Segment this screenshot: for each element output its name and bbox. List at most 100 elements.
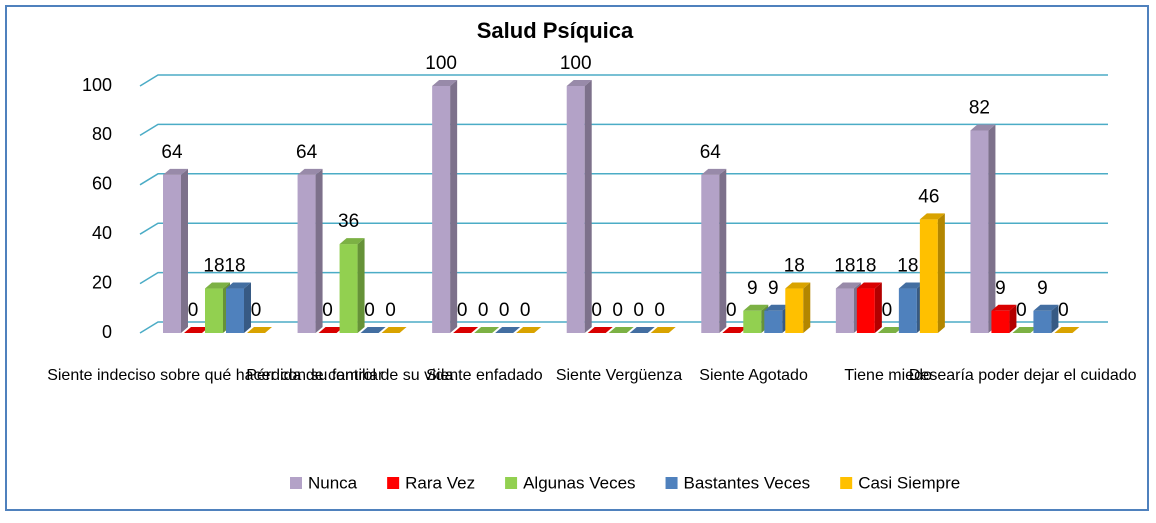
bar xyxy=(432,80,458,333)
bar-top xyxy=(495,327,521,333)
bar-front xyxy=(835,288,854,333)
bar xyxy=(247,327,272,333)
bar-side xyxy=(937,213,945,333)
bar-front xyxy=(339,244,358,333)
x-tick-label: Pérdida de control de su vida xyxy=(246,367,453,384)
bar-front xyxy=(785,288,804,333)
bar xyxy=(722,327,748,333)
data-label: 0 xyxy=(612,300,623,321)
data-label: 0 xyxy=(364,300,375,321)
bar-front xyxy=(226,288,244,333)
bar-side xyxy=(719,168,727,333)
bar xyxy=(785,282,811,333)
plot: 0 20 40 60 80 100 Siente indeciso sobre qué ha… xyxy=(47,53,1136,384)
bar-front xyxy=(919,219,938,333)
bar-top xyxy=(764,304,790,311)
data-label: 0 xyxy=(633,300,644,321)
bar-front xyxy=(1033,310,1052,333)
data-label: 0 xyxy=(251,300,262,321)
bar xyxy=(474,327,500,333)
bar xyxy=(360,327,386,333)
data-label: 18 xyxy=(834,256,855,277)
bar-top xyxy=(247,327,272,333)
bar xyxy=(919,213,945,333)
data-label: 18 xyxy=(784,256,805,277)
legend-swatch xyxy=(387,477,400,489)
data-label: 0 xyxy=(499,300,510,321)
grid-line xyxy=(139,74,1108,87)
legend-label: Algunas Veces xyxy=(523,473,635,492)
legend-swatch xyxy=(505,477,518,489)
bar-top xyxy=(163,168,188,175)
bar-front xyxy=(764,310,783,333)
data-label: 0 xyxy=(385,300,396,321)
bar-top xyxy=(297,168,323,175)
bar-front xyxy=(743,310,762,333)
bar-top xyxy=(453,327,479,333)
bar-side xyxy=(244,282,251,333)
bar-top xyxy=(226,282,251,289)
bar xyxy=(877,327,903,333)
bar xyxy=(163,168,188,333)
data-label: 0 xyxy=(654,300,665,321)
bar xyxy=(226,282,251,333)
bar-front xyxy=(970,130,989,333)
data-label: 0 xyxy=(1016,300,1027,321)
legend-swatch xyxy=(840,477,853,489)
bar xyxy=(566,80,592,333)
bar-front xyxy=(701,174,720,333)
bar-top xyxy=(898,282,924,289)
bar-top xyxy=(722,327,748,333)
bar xyxy=(587,327,613,333)
x-tick-label: Siente Vergüenza xyxy=(556,367,682,384)
x-tick-label: Desearía poder dejar el cuidado xyxy=(909,367,1137,384)
bar xyxy=(381,327,407,333)
bar-top xyxy=(608,327,634,333)
bar xyxy=(495,327,521,333)
bar-top xyxy=(474,327,500,333)
bar-top xyxy=(650,327,676,333)
data-label: 9 xyxy=(1037,278,1048,299)
bar-top xyxy=(1054,327,1080,333)
y-tick-label: 40 xyxy=(92,223,112,243)
data-label: 9 xyxy=(747,278,758,299)
bar xyxy=(516,327,542,333)
data-label: 64 xyxy=(700,142,722,163)
bar-front xyxy=(991,310,1010,333)
legend-label: Bastantes Veces xyxy=(684,473,811,492)
bar-top xyxy=(566,80,592,86)
x-tick-label: Siente enfadado xyxy=(426,367,543,384)
data-label: 18 xyxy=(897,256,918,277)
grid-line xyxy=(139,222,1108,235)
data-label: 0 xyxy=(478,300,489,321)
data-label: 9 xyxy=(995,278,1006,299)
bar xyxy=(339,238,365,333)
grid-line xyxy=(139,123,1108,137)
bar-top xyxy=(184,327,209,333)
bar-side xyxy=(803,282,811,333)
bar xyxy=(701,168,727,333)
bar xyxy=(629,327,655,333)
bar-top xyxy=(516,327,542,333)
bar-top xyxy=(991,304,1017,311)
x-tick-label: Siente Agotado xyxy=(699,367,808,384)
bar-top xyxy=(587,327,613,333)
bar-top xyxy=(877,327,903,333)
grid-line xyxy=(139,271,1108,285)
x-tick-label: Siente indeciso sobre qué hacer con su f… xyxy=(47,367,384,384)
legend-label: Nunca xyxy=(308,473,358,492)
bar-top xyxy=(339,238,365,245)
data-label: 36 xyxy=(338,211,359,232)
bar-side xyxy=(450,80,458,333)
bar-side xyxy=(874,282,882,333)
bar-top xyxy=(381,327,407,333)
data-label: 46 xyxy=(918,186,939,207)
data-label: 0 xyxy=(726,300,737,321)
data-label: 0 xyxy=(188,300,199,321)
data-label: 100 xyxy=(560,53,592,74)
data-label: 0 xyxy=(457,300,468,321)
y-tick-label: 0 xyxy=(102,322,112,342)
legend-swatch xyxy=(290,477,302,489)
bar xyxy=(297,168,323,333)
